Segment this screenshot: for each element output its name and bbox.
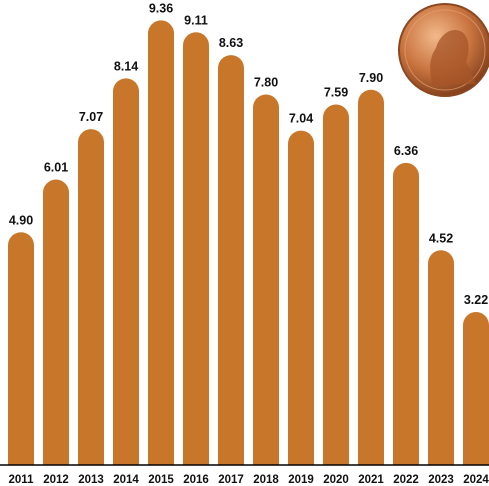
bar (428, 250, 454, 465)
value-label: 7.04 (289, 112, 313, 126)
bar (8, 232, 34, 465)
x-tick-label: 2022 (393, 474, 419, 486)
bar (113, 78, 139, 465)
value-label: 4.90 (9, 213, 33, 227)
bar (463, 312, 489, 465)
x-tick-label: 2019 (288, 474, 314, 486)
x-tick-label: 2015 (148, 474, 174, 486)
bar (288, 130, 314, 465)
x-tick-label: 2023 (428, 474, 454, 486)
bar (323, 104, 349, 465)
x-tick-label: 2013 (78, 474, 104, 486)
value-label: 7.59 (324, 85, 348, 99)
bar (393, 162, 419, 465)
value-label: 7.90 (359, 71, 383, 85)
penny-image (398, 3, 489, 97)
bar (218, 55, 244, 465)
bar (78, 129, 104, 466)
x-tick-label: 2016 (183, 474, 209, 486)
bar (253, 94, 279, 465)
bar (148, 20, 174, 466)
value-label: 9.11 (184, 13, 208, 27)
bars: 4.90 2011 6.01 2012 7.07 2013 8.14 2014 9.36 2015… (8, 1, 489, 486)
x-tick-label: 2011 (9, 474, 35, 486)
x-tick-label: 2012 (43, 474, 69, 486)
x-tick-label: 2024 (463, 474, 489, 486)
x-tick-label: 2018 (253, 474, 279, 486)
value-label: 6.36 (394, 144, 418, 158)
value-label: 7.80 (254, 76, 278, 90)
x-tick-label: 2014 (113, 474, 139, 486)
value-label: 3.22 (464, 293, 488, 307)
value-label: 4.52 (429, 231, 453, 245)
value-label: 8.63 (219, 36, 243, 50)
value-label: 7.07 (79, 110, 103, 124)
value-label: 9.36 (149, 1, 173, 15)
bar (43, 179, 69, 465)
bar (183, 32, 209, 466)
value-label: 6.01 (44, 161, 68, 175)
x-tick-label: 2020 (323, 474, 349, 486)
x-tick-label: 2017 (218, 474, 244, 486)
x-tick-label: 2021 (358, 474, 384, 486)
bar (358, 89, 384, 465)
value-label: 8.14 (114, 59, 138, 73)
